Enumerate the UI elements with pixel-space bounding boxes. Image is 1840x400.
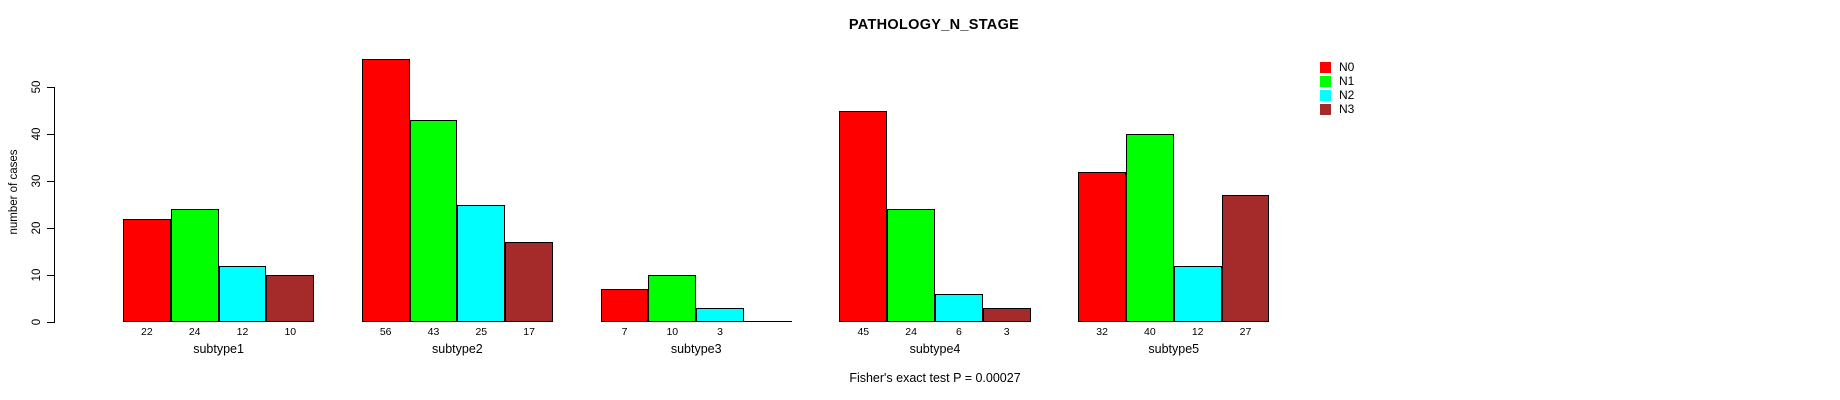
- y-tick-mark: [47, 228, 54, 229]
- y-axis-label: number of cases: [8, 149, 20, 235]
- bar-value-label: 56: [379, 326, 392, 338]
- bar-subtype3-N2: [696, 307, 744, 322]
- bar-value-label: 24: [188, 326, 201, 338]
- bar-value-label: 10: [284, 326, 297, 338]
- category-label-subtype4: subtype4: [909, 342, 961, 356]
- bar-value-label: 17: [523, 326, 535, 338]
- bar-subtype4-N0: [839, 110, 888, 322]
- y-tick-label: 0: [31, 318, 43, 326]
- legend-item-N0: N0: [1320, 60, 1355, 74]
- bar-subtype4-N3: [982, 307, 1031, 322]
- category-label-subtype3: subtype3: [670, 342, 722, 356]
- bar-subtype1-N3: [266, 275, 315, 322]
- fisher-test-annotation: Fisher's exact test P = 0.00027: [849, 371, 1021, 385]
- bar-value-label: 45: [857, 326, 870, 338]
- bar-subtype5-N0: [1078, 171, 1126, 322]
- y-tick-mark: [47, 275, 54, 276]
- bar-subtype2-N0: [361, 58, 410, 322]
- bar-subtype5-N2: [1173, 265, 1222, 322]
- y-axis-line: [54, 87, 55, 323]
- bar-value-label: 10: [666, 326, 679, 338]
- y-tick-label: 40: [31, 127, 43, 141]
- y-tick-label: 50: [31, 80, 43, 94]
- bar-value-label: 40: [1144, 326, 1156, 338]
- bar-subtype1-N2: [218, 265, 267, 322]
- legend-label: N1: [1339, 74, 1355, 88]
- legend: N0 N1 N2 N3: [1320, 60, 1355, 118]
- legend-swatch-N2: [1320, 90, 1331, 101]
- bar-subtype3-N3: [744, 321, 792, 322]
- chart-title: PATHOLOGY_N_STAGE: [848, 17, 1020, 33]
- bar-subtype2-N3: [505, 242, 553, 322]
- bar-value-label: 25: [475, 326, 488, 338]
- bar-value-label: 27: [1239, 326, 1252, 338]
- category-label-subtype2: subtype2: [432, 342, 483, 356]
- bar-value-label: 7: [621, 326, 628, 338]
- legend-item-N1: N1: [1320, 74, 1355, 88]
- legend-label: N3: [1339, 102, 1355, 116]
- bar-value-label: 3: [1003, 326, 1010, 338]
- bar-subtype1-N1: [170, 209, 219, 322]
- bar-value-label: 43: [427, 326, 440, 338]
- legend-swatch-N3: [1320, 104, 1331, 115]
- y-tick-label: 10: [31, 268, 43, 282]
- bar-subtype5-N1: [1126, 134, 1174, 322]
- bar-subtype2-N2: [457, 204, 506, 322]
- y-tick-mark: [47, 134, 54, 135]
- y-tick-mark: [47, 322, 54, 323]
- bar-value-label: 24: [905, 326, 917, 338]
- bar-subtype2-N1: [409, 119, 458, 322]
- legend-item-N2: N2: [1320, 88, 1355, 102]
- bar-value-label: 12: [236, 326, 249, 338]
- bar-value-label: 32: [1096, 326, 1108, 338]
- bar-value-label: 22: [141, 326, 153, 338]
- legend-swatch-N1: [1320, 76, 1331, 87]
- bar-value-label: 6: [955, 326, 962, 338]
- legend-item-N3: N3: [1320, 102, 1355, 116]
- bar-subtype3-N1: [648, 275, 697, 322]
- bar-value-label: 3: [717, 326, 723, 338]
- y-tick-label: 20: [31, 221, 43, 235]
- bar-subtype4-N1: [887, 209, 935, 322]
- bar-subtype4-N2: [935, 293, 983, 322]
- bar-subtype1-N0: [123, 218, 171, 322]
- legend-swatch-N0: [1320, 62, 1331, 73]
- bar-value-label: 12: [1191, 326, 1204, 338]
- y-tick-label: 30: [31, 174, 43, 188]
- bar-subtype5-N3: [1221, 195, 1270, 322]
- legend-label: N2: [1339, 88, 1355, 102]
- y-tick-mark: [47, 181, 54, 182]
- legend-label: N0: [1339, 60, 1355, 74]
- bar-subtype3-N0: [600, 289, 649, 322]
- y-tick-mark: [47, 87, 54, 88]
- category-label-subtype5: subtype5: [1148, 342, 1200, 356]
- category-label-subtype1: subtype1: [193, 342, 244, 356]
